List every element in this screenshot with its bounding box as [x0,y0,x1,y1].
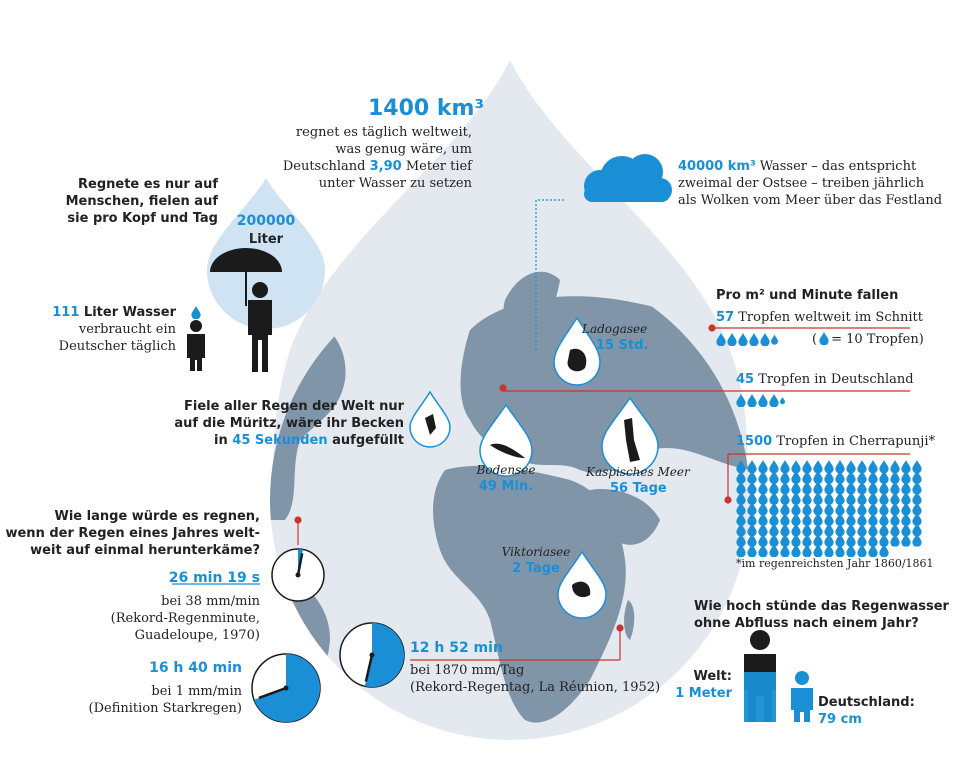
height-question-line2: ohne Abfluss nach einem Jahr? [694,616,919,631]
duration-question-line1: Wie lange würde es regnen, [54,509,260,524]
height-person-world-icon [744,630,776,722]
mueritz-line2: auf die Müritz, wäre ihr Becken [174,416,404,431]
duration-case2-rate: bei 1870 mm/Tag [410,663,525,678]
lake-viktoriasee-name: Viktoriasee [501,545,571,559]
height-world-value: 1 Meter [675,686,732,701]
headline-line4: unter Wasser zu setzen [318,176,472,191]
drop-germany-icon [780,397,785,405]
duration-clock-1 [271,548,325,602]
duration-case2-note1: (Rekord-Regentag, La Réunion, 1952) [410,680,661,695]
cloud-line2: zweimal der Ostsee – treiben jährlich [678,176,925,191]
duration-question-line3: weit auf einmal herunterkäme? [30,543,260,558]
umbrella-person-icon [210,248,282,372]
height-world-label: Welt: [693,669,732,684]
cloud-line3: als Wolken vom Meer über das Festland [678,193,943,208]
drop-germany-icon [769,394,779,407]
cloud-connector [535,199,566,350]
lake-kaspisches-meer-name: Kaspisches Meer [586,465,690,479]
headline-line3: Deutschland 3,90 Meter tief [282,159,472,174]
lake-bodensee-time: 49 Min. [478,479,534,494]
drops-heading: Pro m² und Minute fallen [716,288,899,303]
duration-clock-2 [339,622,405,688]
lake-kaspisches-meer-time: 56 Tage [610,481,667,496]
lake-bubble-ladoga [553,316,601,386]
cloud-icon [584,154,672,202]
drop-world-icon [760,333,770,346]
headline-line1: regnet es täglich weltweit, [295,125,472,140]
land-arabia [590,489,660,545]
duration-question-line2: wenn der Regen eines Jahres welt- [5,526,260,541]
land-scandinavia [503,271,560,350]
drop-world-icon [771,334,778,345]
lake-viktoriasee-time: 2 Tage [512,561,560,576]
duration-case3-rate: bei 1 mm/min [151,684,242,699]
height-germany-value: 79 cm [818,712,862,727]
lake-ladoga-name: Ladogasee [582,322,648,336]
lake-bubble-mueritz [409,390,451,448]
duration-case3-note1: (Definition Starkregen) [88,701,242,716]
mueritz-line3: in 45 Sekunden aufgefüllt [214,433,404,448]
red-connectors [294,324,910,661]
per-head-value: 200000 [236,213,296,229]
lake-bubble-viktoriasee [557,550,607,619]
drop-world-icon [727,333,737,346]
drop-world-icon [738,333,748,346]
drops-legend: (= 10 Tropfen) [812,332,924,347]
duration-clock-3 [251,653,321,723]
height-question-line1: Wie hoch stünde das Regenwasser [694,599,949,614]
duration-case1-note2: Guadeloupe, 1970) [134,628,260,643]
duration-case1-time: 26 min 19 s [168,570,260,586]
drops-germany-line: 45 Tropfen in Deutschland [736,372,914,387]
land-madagascar [624,600,635,640]
height-germany-label: Deutschland: [818,695,915,710]
consumption-line3: Deutscher täglich [58,339,176,354]
drops-world-line: 57 Tropfen weltweit im Schnitt [716,310,923,325]
person-icon [187,320,205,371]
headline-line2: was genug wäre, um [335,142,472,157]
consumption-line2: verbraucht ein [78,322,176,337]
per-head-line2: Menschen, fielen auf [65,194,218,209]
drops-cherrapunji-line: 1500 Tropfen in Cherrapunji* [736,434,935,449]
drop-cherrapunji-icon [901,533,911,547]
land-africa [433,465,626,723]
lake-bubble-kaspisches-meer [601,396,659,475]
mueritz-line1: Fiele aller Regen der Welt nur [184,399,404,414]
consumption-line1: 111 Liter Wasser [52,305,176,320]
drop-germany-icon [747,394,757,407]
drops-footnote: *im regenreichsten Jahr 1860/1861 [736,557,934,570]
per-head-unit: Liter [248,232,284,247]
lake-bodensee-name: Bodensee [476,463,536,477]
duration-case1-rate: bei 38 mm/min [161,594,260,609]
duration-case3-time: 16 h 40 min [149,660,242,676]
small-drop-icon [191,306,201,319]
drop-legend-icon [819,332,829,346]
headline-value: 1400 km³ [368,96,485,121]
lake-bubble-bodensee [479,403,533,477]
drop-cherrapunji-icon [912,533,922,547]
drop-germany-icon [758,394,768,407]
duration-case2-time: 12 h 52 min [410,640,503,656]
per-head-line1: Regnete es nur auf [78,177,218,192]
duration-case1-note1: (Rekord-Regenminute, [110,611,260,626]
per-head-line3: sie pro Kopf und Tag [67,211,218,226]
cloud-line1: 40000 km³ Wasser – das entspricht [678,159,917,174]
height-person-germany-icon [791,671,813,722]
drop-world-icon [749,333,759,346]
drop-cherrapunji-icon [890,533,900,547]
lake-ladoga-time: 15 Std. [596,338,649,353]
